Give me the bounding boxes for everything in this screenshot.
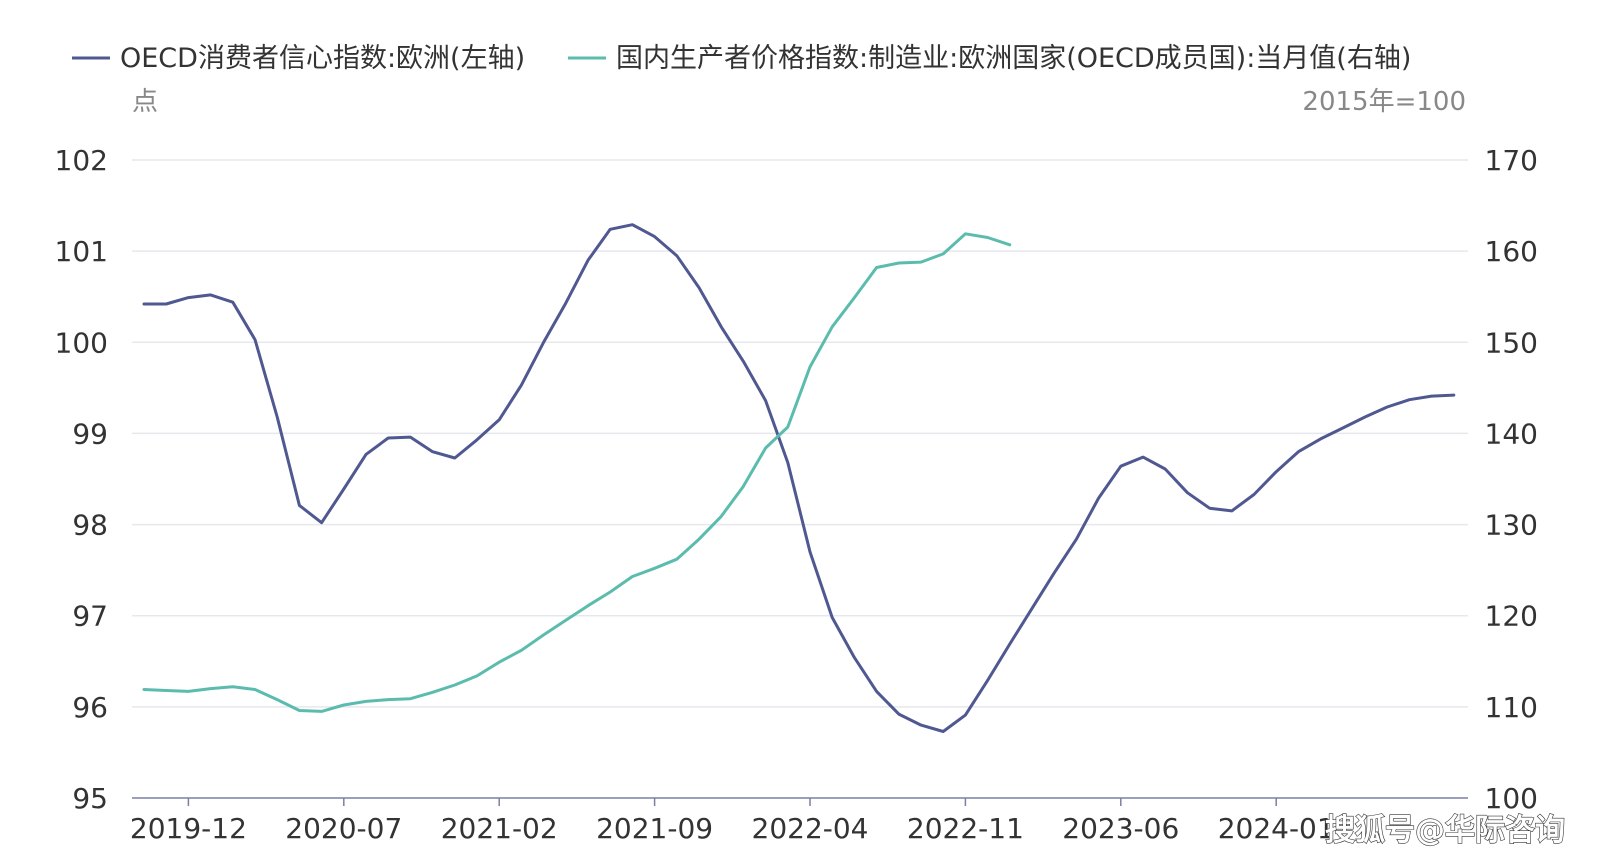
right-y-axis: 100 110 120 130 140 150 160 170: [1485, 144, 1538, 815]
left-tick-label: 101: [55, 235, 108, 268]
x-tick-label: 2022-04: [752, 812, 869, 845]
legend-label-ppi: 国内生产者价格指数:制造业:欧洲国家(OECD成员国):当月值(右轴): [616, 43, 1411, 74]
x-tick-label: 2021-09: [596, 812, 713, 845]
gridlines: [132, 159, 1468, 708]
x-tick-label: 2022-11: [907, 812, 1024, 845]
left-tick-label: 102: [55, 144, 108, 177]
left-tick-label: 100: [55, 326, 108, 359]
left-tick-label: 99: [72, 417, 108, 450]
left-tick-label: 97: [72, 600, 108, 633]
left-tick-label: 95: [72, 782, 108, 815]
x-tick-label: 2024-01: [1218, 812, 1335, 845]
series-lines: [142, 223, 1456, 733]
watermark: 搜狐号@华际咨询: [1325, 813, 1565, 848]
x-tick-label: 2023-06: [1062, 812, 1179, 845]
x-tick-label: 2019-12: [130, 812, 247, 845]
right-tick-label: 120: [1485, 600, 1538, 633]
right-tick-label: 110: [1485, 691, 1538, 724]
x-axis: 2019-12 2020-07 2021-02 2021-09 2022-04 2022-…: [130, 798, 1335, 845]
series-line-cci: [142, 223, 1456, 733]
right-tick-label: 160: [1485, 235, 1538, 268]
legend: OECD消费者信心指数:欧洲(左轴) 国内生产者价格指数:制造业:欧洲国家(OE…: [72, 43, 1411, 74]
left-tick-label: 98: [72, 509, 108, 542]
left-tick-label: 96: [72, 691, 108, 724]
left-y-axis: 95 96 97 98 99 100 101 102: [55, 144, 108, 815]
right-tick-label: 150: [1485, 326, 1538, 359]
right-tick-label: 130: [1485, 509, 1538, 542]
right-tick-label: 100: [1485, 782, 1538, 815]
series-line-ppi: [142, 232, 1012, 713]
x-tick-label: 2021-02: [441, 812, 558, 845]
right-tick-label: 140: [1485, 417, 1538, 450]
legend-label-cci: OECD消费者信心指数:欧洲(左轴): [120, 43, 525, 74]
right-axis-unit: 2015年=100: [1302, 87, 1466, 117]
x-tick-label: 2020-07: [285, 812, 402, 845]
right-tick-label: 170: [1485, 144, 1538, 177]
left-axis-unit: 点: [132, 87, 158, 117]
